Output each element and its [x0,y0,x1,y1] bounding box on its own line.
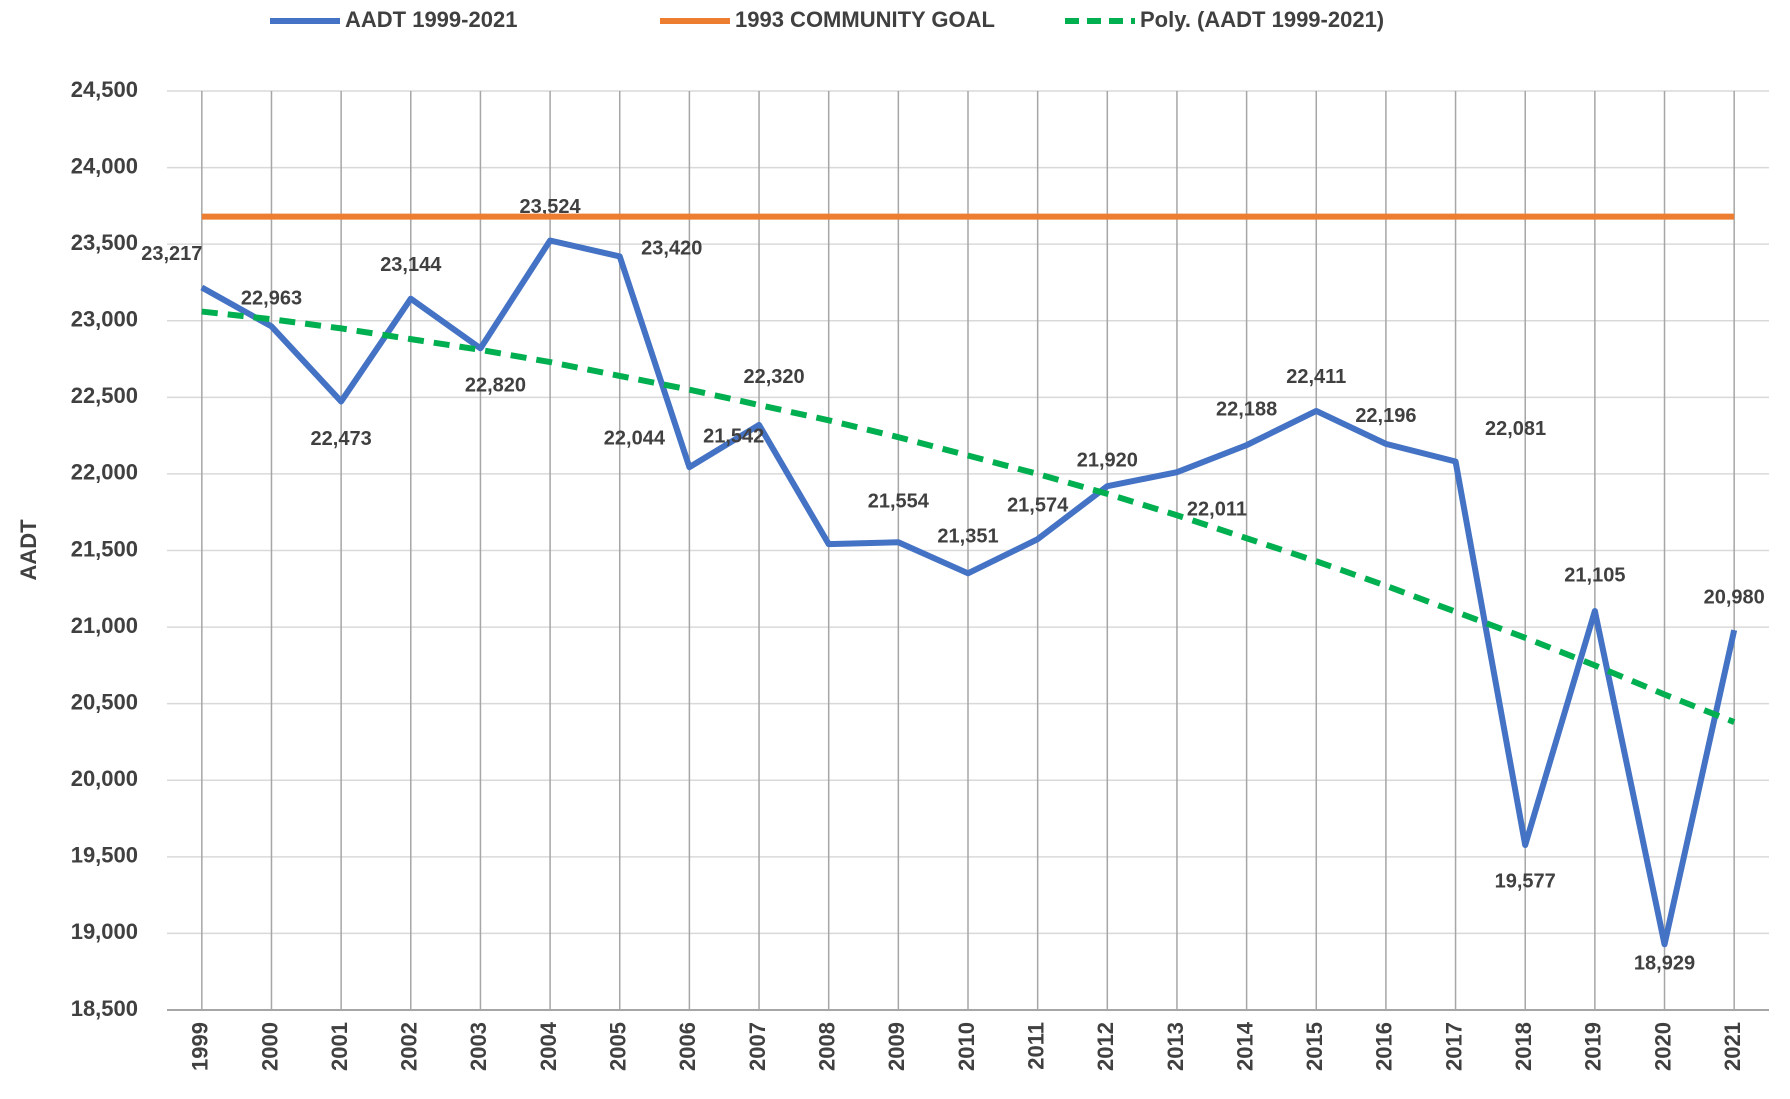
x-tick-label: 2006 [675,1022,700,1071]
y-tick-label: 23,000 [71,307,138,332]
data-label: 19,577 [1495,870,1556,892]
y-tick-label: 20,000 [71,766,138,791]
x-tick-label: 2012 [1093,1022,1118,1071]
legend-label: Poly. (AADT 1999-2021) [1140,7,1384,32]
y-tick-label: 23,500 [71,230,138,255]
y-tick-label: 21,000 [71,613,138,638]
x-tick-label: 2016 [1372,1022,1397,1071]
x-tick-label: 2004 [536,1021,561,1071]
y-tick-label: 24,500 [71,77,138,102]
data-label: 21,920 [1077,449,1138,471]
x-tick-label: 2015 [1302,1022,1327,1071]
x-tick-label: 2001 [327,1022,352,1071]
x-tick-label: 2011 [1023,1022,1048,1070]
y-tick-label: 20,500 [71,689,138,714]
y-tick-label: 21,500 [71,536,138,561]
x-tick-label: 2013 [1163,1022,1188,1071]
data-label: 20,980 [1704,586,1765,608]
y-axis-title: AADT [16,519,41,581]
y-tick-label: 22,500 [71,383,138,408]
data-label: 18,929 [1634,953,1695,975]
data-label: 22,320 [743,366,804,388]
y-tick-label: 19,500 [71,843,138,868]
x-tick-label: 2009 [884,1022,909,1071]
legend-label: AADT 1999-2021 [345,7,517,32]
x-tick-label: 2020 [1650,1022,1675,1071]
data-label: 22,081 [1485,418,1546,440]
x-tick-label: 2017 [1441,1022,1466,1071]
data-label: 21,574 [1007,494,1069,516]
series-line [200,237,1738,948]
x-tick-label: 2003 [466,1022,491,1071]
x-tick-label: 2008 [815,1022,840,1071]
data-label: 21,351 [937,526,998,548]
series-line [201,308,1736,725]
data-label: 22,820 [465,375,526,397]
y-tick-label: 19,000 [71,919,138,944]
y-tick-label: 18,500 [71,996,138,1021]
data-label: 22,011 [1187,499,1247,521]
y-tick-label: 24,000 [71,153,138,178]
x-tick-label: 2021 [1720,1022,1745,1071]
x-tick-label: 2018 [1511,1022,1536,1071]
data-label: 22,196 [1355,405,1416,427]
data-label: 22,188 [1216,398,1277,420]
x-tick-label: 2000 [257,1022,282,1071]
x-tick-label: 2010 [954,1022,979,1071]
data-label: 21,554 [868,491,930,513]
data-label: 22,963 [241,288,302,310]
data-label: 22,473 [311,428,372,450]
x-tick-label: 2002 [397,1022,422,1071]
data-label: 23,217 [141,243,202,265]
data-label: 23,144 [380,254,442,276]
data-label: 23,420 [641,238,702,260]
x-tick-label: 2007 [745,1022,770,1071]
data-label: 23,524 [520,196,582,218]
data-label: 22,411 [1286,366,1346,388]
x-tick-label: 2005 [606,1022,631,1071]
data-label: 22,044 [604,427,666,449]
data-label: 21,105 [1564,564,1625,586]
data-label: 21,542 [703,425,764,447]
x-tick-label: 2019 [1581,1022,1606,1071]
y-tick-label: 22,000 [71,460,138,485]
x-tick-label: 1999 [188,1022,213,1071]
legend-label: 1993 COMMUNITY GOAL [735,7,995,32]
x-tick-label: 2014 [1232,1021,1257,1071]
